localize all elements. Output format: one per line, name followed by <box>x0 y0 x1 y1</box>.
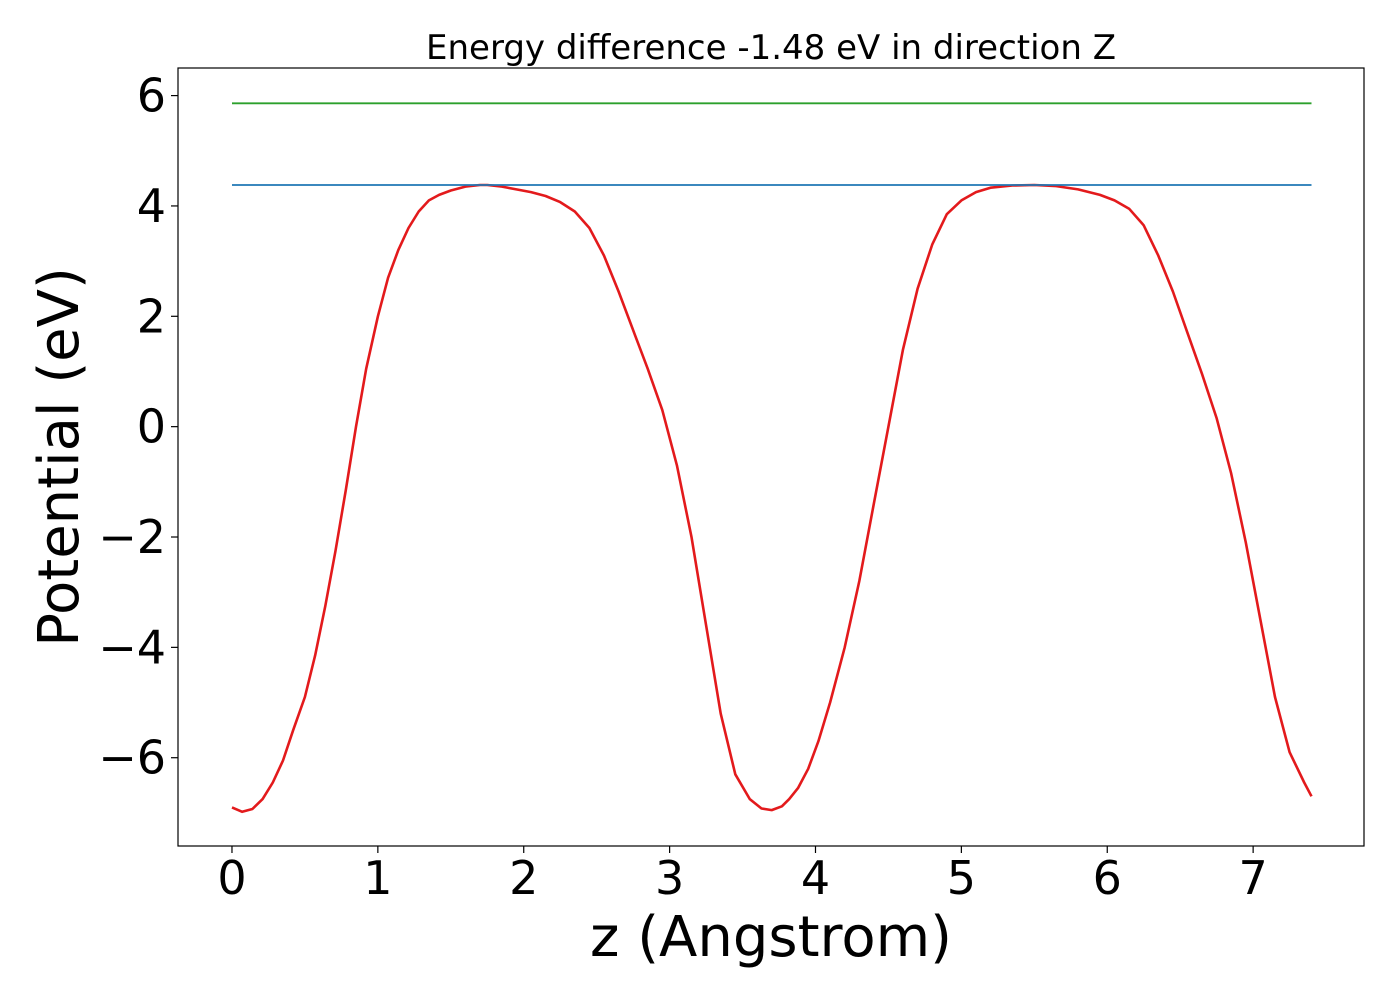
x-tick-label: 3 <box>655 851 684 905</box>
y-tick-label: 6 <box>137 69 166 123</box>
x-tick-label: 6 <box>1093 851 1122 905</box>
y-tick-label: −4 <box>98 620 166 674</box>
y-axis-ticks: −6 −4 −2 0 2 4 6 <box>98 69 178 785</box>
x-axis-label: z (Angstrom) <box>590 905 952 970</box>
series-group <box>231 102 1313 814</box>
axes-frame <box>177 67 1365 847</box>
x-tick-label: 4 <box>801 851 830 905</box>
y-tick-label: 0 <box>137 400 166 454</box>
y-axis-label: Potential (eV) <box>27 267 92 647</box>
y-tick-label: −6 <box>98 731 166 785</box>
x-axis-ticks: 0 1 2 3 4 5 6 7 <box>217 846 1268 905</box>
x-tick-label: 0 <box>217 851 246 905</box>
chart-title: Energy difference -1.48 eV in direction … <box>426 28 1116 68</box>
x-tick-label: 5 <box>947 851 976 905</box>
x-tick-label: 7 <box>1238 851 1267 905</box>
y-tick-label: −2 <box>98 510 166 564</box>
series-line-0 <box>231 183 1313 814</box>
y-tick-label: 4 <box>137 179 166 233</box>
x-tick-label: 1 <box>363 851 392 905</box>
x-tick-label: 2 <box>509 851 538 905</box>
y-tick-label: 2 <box>137 289 166 343</box>
